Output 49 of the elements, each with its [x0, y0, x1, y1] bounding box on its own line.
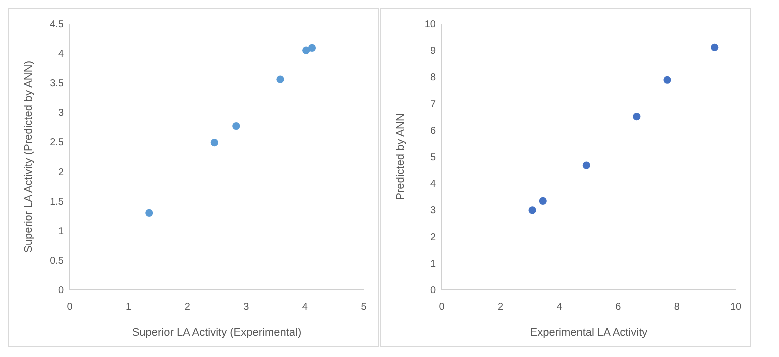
point: [528, 206, 536, 214]
x-tick-label: 10: [730, 302, 742, 313]
x-tick-label: 0: [67, 302, 74, 313]
point: [210, 139, 218, 147]
y-tick-label: 6: [430, 126, 436, 137]
point: [302, 46, 310, 54]
y-axis-title: Superior LA Activity (Predicted by ANN): [22, 60, 36, 255]
x-axis-title: Experimental LA Activity: [530, 327, 648, 339]
y-tick-label: 4: [58, 49, 64, 60]
y-tick-label: 2: [58, 167, 64, 178]
y-tick-label: 3: [430, 206, 436, 217]
y-tick-label: 4.5: [50, 20, 64, 30]
point: [633, 113, 641, 121]
y-tick-label: 1: [430, 258, 436, 270]
x-tick-label: 3: [244, 302, 250, 313]
x-tick-label: 1: [126, 302, 132, 313]
y-tick-label: 7: [430, 99, 436, 110]
x-axis-title: Superior LA Activity (Experimental): [132, 327, 302, 339]
point: [582, 162, 590, 170]
y-tick-label: 2.5: [50, 138, 64, 149]
point: [711, 44, 719, 52]
x-tick-label: 0: [439, 302, 446, 313]
y-tick-label: 1.5: [50, 196, 64, 208]
point: [146, 209, 154, 217]
x-tick-label: 5: [361, 302, 368, 313]
y-tick-label: 2: [430, 232, 436, 244]
y-tick-label: 5: [430, 152, 436, 164]
y-tick-label: 8: [430, 72, 436, 84]
x-tick-label: 6: [616, 302, 622, 313]
point: [308, 44, 316, 52]
y-tick-label: 3.5: [50, 78, 64, 90]
y-tick-label: 0: [430, 286, 436, 296]
y-tick-label: 9: [430, 46, 436, 58]
x-tick-label: 2: [498, 302, 504, 313]
x-tick-label: 2: [184, 302, 191, 313]
point: [232, 122, 240, 130]
point: [664, 76, 672, 84]
y-tick-label: 4: [430, 179, 436, 190]
point: [276, 76, 284, 84]
y-tick-label: 0: [58, 286, 64, 296]
x-tick-label: 4: [302, 302, 308, 313]
x-tick-label: 8: [674, 302, 680, 313]
y-axis-title: Predicted by ANN: [394, 112, 408, 202]
y-tick-label: 10: [424, 20, 436, 30]
x-tick-label: 4: [556, 302, 563, 313]
y-tick-label: 3: [58, 108, 64, 120]
y-tick-label: 0.5: [50, 256, 64, 267]
point: [539, 197, 547, 205]
y-tick-label: 1: [58, 226, 64, 238]
